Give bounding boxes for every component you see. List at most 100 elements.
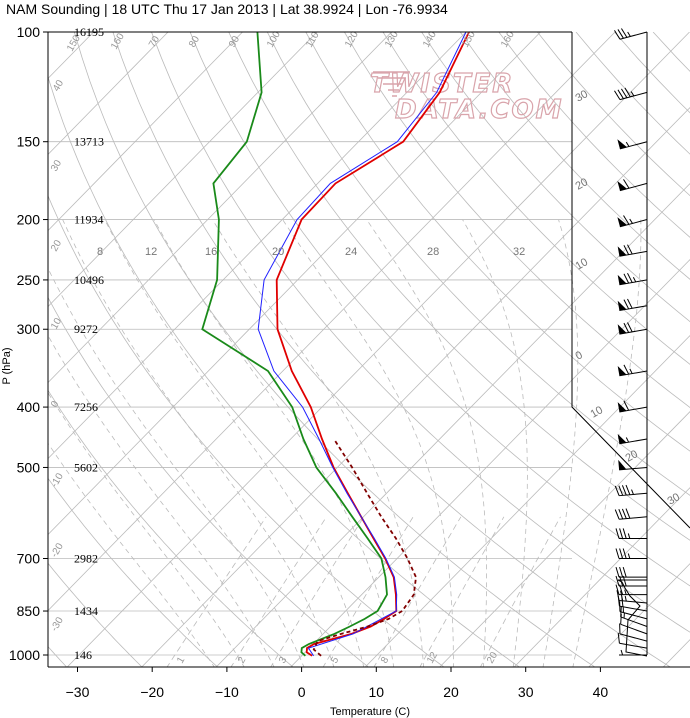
mixing-ratio-line <box>166 516 267 667</box>
dry-adiabat <box>266 32 690 496</box>
height-label: 5602 <box>74 460 98 474</box>
x-tick-label: 0 <box>298 684 306 700</box>
wind-barb <box>614 508 648 520</box>
watermark-text-2: DATA.COM <box>395 95 563 125</box>
tornado-icon <box>373 71 410 97</box>
moist-adiabat <box>282 219 454 667</box>
dry-adiabat <box>73 32 596 667</box>
dry-adiabat-label: 40 <box>51 78 66 94</box>
mixing-ratio-label: 20 <box>272 246 284 258</box>
dry-adiabat-label: 10 <box>49 316 64 332</box>
isotherm <box>48 32 318 308</box>
y-tick-label: 300 <box>17 321 41 337</box>
isotherm <box>48 32 467 460</box>
height-label: 10496 <box>74 273 104 287</box>
isotherm <box>439 411 690 667</box>
mixing-ratio-label: 24 <box>345 246 357 258</box>
x-axis-label: Temperature (C) <box>330 706 410 718</box>
moist-adiabat <box>104 219 365 667</box>
wind-barb <box>615 548 647 559</box>
moist-adiabat <box>62 219 335 667</box>
dry-adiabat <box>48 389 294 667</box>
wind-barb <box>618 459 648 471</box>
moist-adiabat <box>48 442 215 667</box>
isotherm <box>364 335 690 667</box>
mixing-ratio-line <box>230 516 327 667</box>
dry-adiabat <box>459 32 690 280</box>
dewpoint-trace <box>201 32 388 657</box>
dry-adiabat-label: 10 <box>574 256 591 273</box>
y-tick-label: 1000 <box>9 647 40 663</box>
mixing-ratio-label: 12 <box>425 650 440 666</box>
mixing-ratio-line <box>419 516 505 667</box>
wind-barb <box>616 590 648 604</box>
dry-adiabat-label: 10 <box>589 404 606 421</box>
height-label: 11934 <box>74 213 104 227</box>
mixing-ratio-label: 5 <box>329 655 342 666</box>
mixing-ratio-label: 3 <box>277 655 290 666</box>
mixing-ratio-label: 12 <box>145 246 157 258</box>
dry-adiabat <box>189 32 690 587</box>
mixing-ratio-label: 8 <box>97 246 103 258</box>
wind-barb <box>614 28 648 40</box>
y-tick-label: 400 <box>17 399 41 415</box>
y-axis-label: P (hPa) <box>1 347 13 384</box>
dry-adiabat-label: 30 <box>574 88 591 105</box>
dry-adiabat-label: 80 <box>187 34 202 50</box>
parcel-trace <box>312 438 417 657</box>
wind-barb <box>617 298 648 312</box>
wind-barb <box>617 400 648 413</box>
mixing-ratio-label: 16 <box>205 246 217 258</box>
dry-adiabat-label: 20 <box>49 238 64 254</box>
dry-adiabat-label: -30 <box>49 615 66 633</box>
mixing-ratio-line <box>270 516 365 667</box>
dry-adiabat <box>228 32 690 541</box>
twisterdata-watermark: TWISTER DATA.COM <box>369 68 563 125</box>
isotherm <box>48 32 541 536</box>
height-label: 146 <box>74 648 92 662</box>
mixing-ratio-line <box>322 516 414 667</box>
isotherm <box>290 259 690 667</box>
x-tick-label: 40 <box>593 684 609 700</box>
wind-barb <box>615 528 647 539</box>
isotherm <box>215 182 690 667</box>
wind-barb <box>614 87 648 101</box>
isotherm <box>141 106 690 667</box>
dry-adiabat-label: 30 <box>49 158 64 174</box>
wind-barb <box>617 179 648 192</box>
dry-adiabat <box>48 75 520 667</box>
wind-barb <box>615 567 647 578</box>
wind-barb <box>619 623 648 642</box>
dry-adiabat-label: -10 <box>49 471 66 489</box>
x-tick-label: −20 <box>140 684 164 700</box>
wind-barb <box>617 215 648 228</box>
y-tick-label: 250 <box>17 272 41 288</box>
y-tick-label: 200 <box>17 212 41 228</box>
dry-adiabat-label: 20 <box>574 176 591 193</box>
virtual_temperature-trace <box>257 32 467 657</box>
dry-adiabat <box>614 32 690 114</box>
dry-adiabat <box>305 32 690 452</box>
moist-adiabat <box>153 219 395 667</box>
wind-barb <box>617 322 648 335</box>
dry-adiabat-label: -20 <box>49 541 66 559</box>
moist-adiabat <box>48 392 245 667</box>
x-tick-label: 20 <box>443 684 459 700</box>
height-label: 7256 <box>74 400 98 414</box>
wind-barb <box>617 632 648 649</box>
dry-adiabat <box>344 32 690 409</box>
moist-adiabat <box>462 219 528 667</box>
dry-adiabat-label: 0 <box>49 399 62 410</box>
dry-adiabat-label: 30 <box>666 491 683 508</box>
mixing-ratio-label: 32 <box>513 246 525 258</box>
dry-adiabat <box>498 32 690 238</box>
dry-adiabat <box>48 477 219 667</box>
mixing-ratio-line <box>479 516 561 667</box>
moist-adiabat <box>542 219 579 667</box>
wind-barb <box>617 244 648 257</box>
isotherm <box>588 563 690 667</box>
wind-barb <box>617 364 648 377</box>
x-tick-label: −10 <box>215 684 239 700</box>
